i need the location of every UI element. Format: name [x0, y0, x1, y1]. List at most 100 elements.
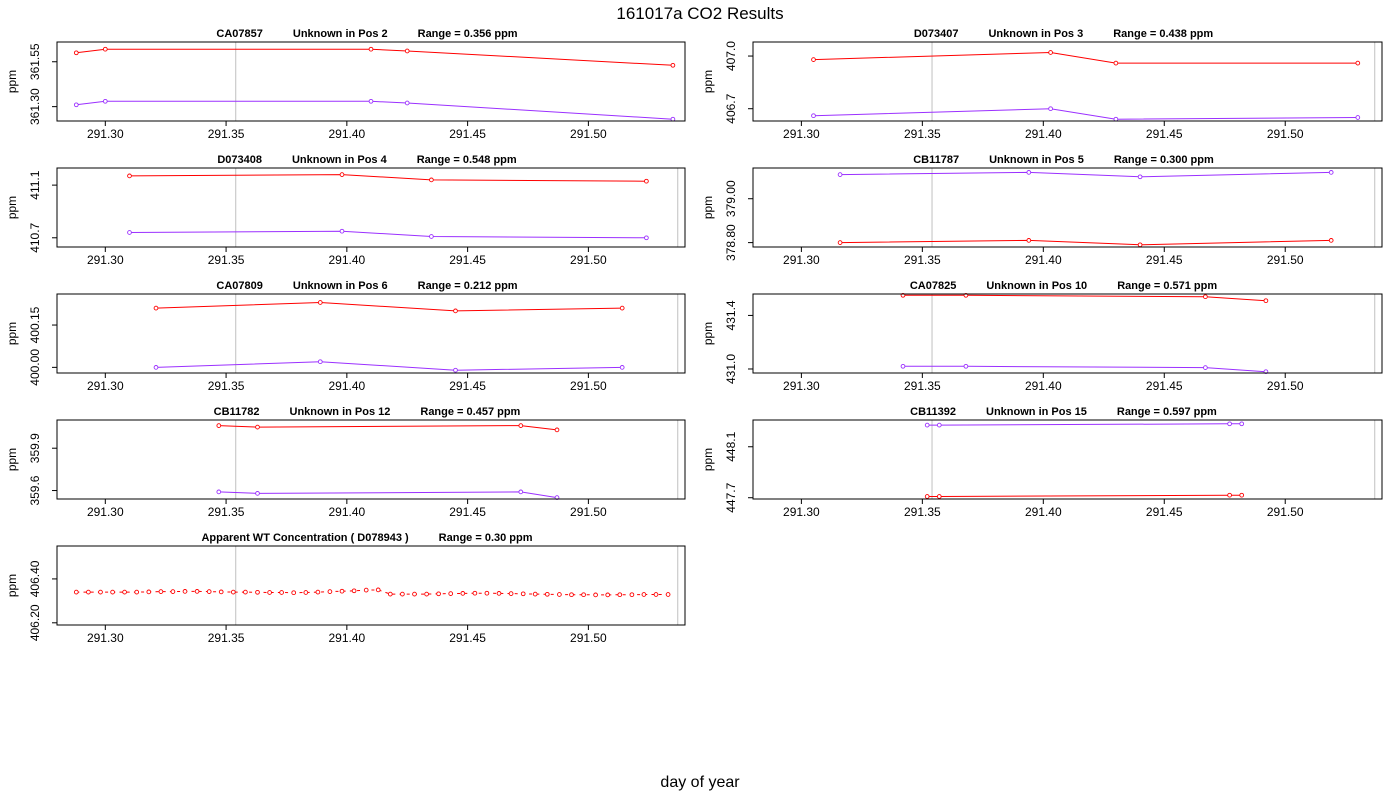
data-point: [170, 589, 176, 594]
chart-panel-6: CA07825 Unknown in Pos 10 Range = 0.571 pp…: [701, 280, 1383, 393]
data-point: [496, 591, 502, 596]
data-point: [532, 591, 538, 597]
plot-frame: [56, 419, 686, 500]
x-tick-label: 291.50: [570, 253, 607, 267]
data-point: [368, 46, 374, 52]
chart-title-part: Unknown in Pos 3: [988, 28, 1083, 40]
series-line-purple: [927, 423, 1242, 426]
x-tick-label: 291.40: [328, 379, 365, 393]
data-point: [206, 589, 212, 594]
plot-frame: [56, 41, 686, 122]
plot-frame: [752, 167, 1383, 248]
chart-title-part: Range = 0.548 ppm: [417, 154, 517, 166]
data-point: [554, 427, 560, 433]
chart-title-part: CB11392: [910, 406, 956, 418]
data-point: [102, 46, 108, 52]
chart-title-part: Range = 0.438 ppm: [1113, 28, 1213, 40]
x-tick-label: 291.30: [87, 379, 124, 393]
data-point: [963, 363, 969, 369]
data-point: [644, 235, 649, 241]
data-point: [900, 363, 906, 369]
x-tick-label: 291.35: [208, 379, 245, 393]
chart-panel-3: D073408 Unknown in Pos 4 Range = 0.548 ppm…: [5, 154, 686, 267]
series-line-purple: [218, 491, 558, 499]
x-tick-label: 291.50: [570, 379, 607, 393]
x-tick-label: 291.30: [87, 631, 124, 645]
x-tick-label: 291.40: [1025, 253, 1062, 267]
x-tick-label: 291.45: [449, 379, 486, 393]
x-tick-label: 291.40: [1025, 127, 1062, 141]
y-tick-label: 448.1: [724, 431, 738, 461]
x-tick-label: 291.45: [1146, 379, 1183, 393]
data-point: [158, 589, 164, 594]
series-line-purple: [813, 108, 1358, 120]
y-axis-label: ppm: [5, 574, 19, 597]
chart-panel-5: CA07809 Unknown in Pos 6 Range = 0.212 ppm…: [5, 280, 686, 393]
x-tick-label: 291.35: [904, 127, 941, 141]
x-tick-label: 291.35: [208, 127, 245, 141]
chart-title-part: Range = 0.300 ppm: [1114, 154, 1214, 166]
data-point: [153, 365, 159, 370]
chart-title-part: Unknown in Pos 4: [292, 154, 388, 166]
data-point: [544, 591, 550, 597]
data-point: [1227, 421, 1232, 427]
chart-title: D073408 Unknown in Pos 4 Range = 0.548 ppm: [217, 154, 517, 166]
chart-title-part: D073408: [217, 154, 262, 166]
chart-title-part: CA07825: [910, 280, 956, 292]
data-point: [255, 424, 260, 430]
data-point: [1328, 170, 1334, 175]
y-tick-label: 361.55: [28, 43, 42, 80]
data-point: [404, 100, 410, 106]
y-axis-label: ppm: [5, 196, 19, 219]
data-point: [122, 589, 127, 595]
x-tick-label: 291.30: [783, 379, 820, 393]
data-point: [404, 48, 410, 54]
data-point: [255, 491, 260, 496]
chart-panel-4: CB11787 Unknown in Pos 5 Range = 0.300 ppm…: [701, 154, 1383, 267]
data-point: [1355, 115, 1361, 120]
data-point: [1328, 238, 1334, 243]
y-tick-label: 379.00: [724, 180, 738, 217]
data-point: [653, 592, 659, 597]
data-point: [230, 589, 236, 595]
data-point: [400, 591, 405, 597]
series-line-purple: [155, 361, 623, 371]
x-tick-label: 291.50: [570, 127, 607, 141]
plot-frame: [56, 545, 686, 626]
x-tick-label: 291.35: [208, 505, 245, 519]
plot-frame: [56, 167, 686, 248]
series-line-red: [76, 48, 673, 66]
chart-title-part: Range = 0.212 ppm: [418, 280, 518, 292]
y-tick-label: 359.9: [28, 433, 42, 463]
y-tick-label: 406.40: [28, 560, 42, 597]
y-axis-label: ppm: [701, 448, 715, 471]
x-tick-label: 291.35: [904, 505, 941, 519]
chart-panel-1: CA07857 Unknown in Pos 2 Range = 0.356 ppm…: [5, 28, 686, 141]
data-point: [629, 592, 635, 598]
page-title: 161017a CO2 Results: [616, 4, 784, 23]
data-point: [412, 591, 417, 597]
data-point: [182, 589, 188, 594]
plot-frame: [56, 293, 686, 374]
data-point: [436, 591, 441, 597]
data-point: [811, 57, 816, 62]
data-point: [936, 494, 942, 499]
y-tick-label: 410.7: [28, 222, 42, 252]
y-tick-label: 361.30: [28, 88, 42, 125]
data-point: [1048, 106, 1053, 112]
y-tick-label: 359.6: [28, 475, 42, 505]
chart-title-part: CA07857: [216, 28, 262, 40]
chart-title-part: D073407: [914, 28, 959, 40]
x-axis-title: day of year: [660, 774, 740, 791]
series-line-red: [840, 239, 1332, 246]
data-point: [472, 590, 478, 596]
x-tick-label: 291.35: [904, 379, 941, 393]
data-point: [1263, 298, 1269, 304]
chart-panel-8: CB11392 Unknown in Pos 15 Range = 0.597 pp…: [701, 406, 1383, 519]
y-axis-label: ppm: [5, 448, 19, 471]
data-point: [484, 590, 490, 596]
data-point: [73, 102, 79, 108]
data-point: [1355, 60, 1361, 66]
y-axis-label: ppm: [701, 322, 715, 345]
x-tick-label: 291.30: [87, 127, 124, 141]
